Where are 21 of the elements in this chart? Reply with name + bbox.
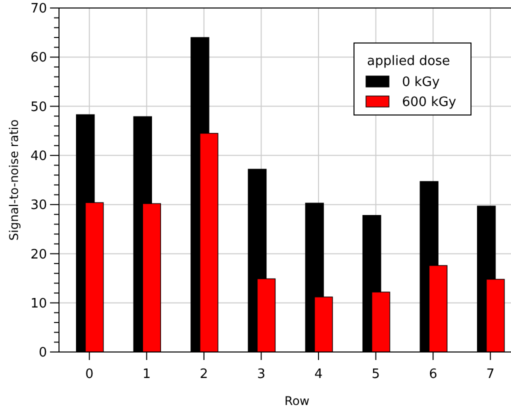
y-tick-label: 50 — [30, 100, 47, 115]
x-tick-label: 3 — [257, 367, 266, 382]
x-tick-label: 7 — [486, 367, 495, 382]
y-tick-label: 60 — [30, 50, 47, 66]
legend-title: applied dose — [367, 54, 450, 69]
legend-label: 600 kGy — [402, 95, 457, 110]
x-tick-label: 0 — [85, 367, 94, 382]
x-tick-label: 1 — [142, 367, 151, 382]
x-tick-label: 2 — [200, 367, 208, 382]
x-tick-label: 5 — [372, 367, 380, 382]
y-tick-label: 10 — [30, 296, 47, 312]
x-tick-label: 6 — [428, 367, 438, 382]
y-tick-label: 30 — [30, 198, 47, 214]
y-tick-label: 70 — [30, 2, 47, 17]
y-tick-label: 0 — [38, 346, 47, 361]
legend-label: 0 kGy — [402, 75, 440, 90]
x-tick-label: 4 — [314, 367, 323, 382]
y-axis-title: Signal-to-noise ratio — [7, 119, 21, 241]
x-axis-title: Row — [284, 394, 310, 408]
y-tick-label: 20 — [30, 247, 47, 262]
y-tick-label: 40 — [30, 148, 47, 164]
